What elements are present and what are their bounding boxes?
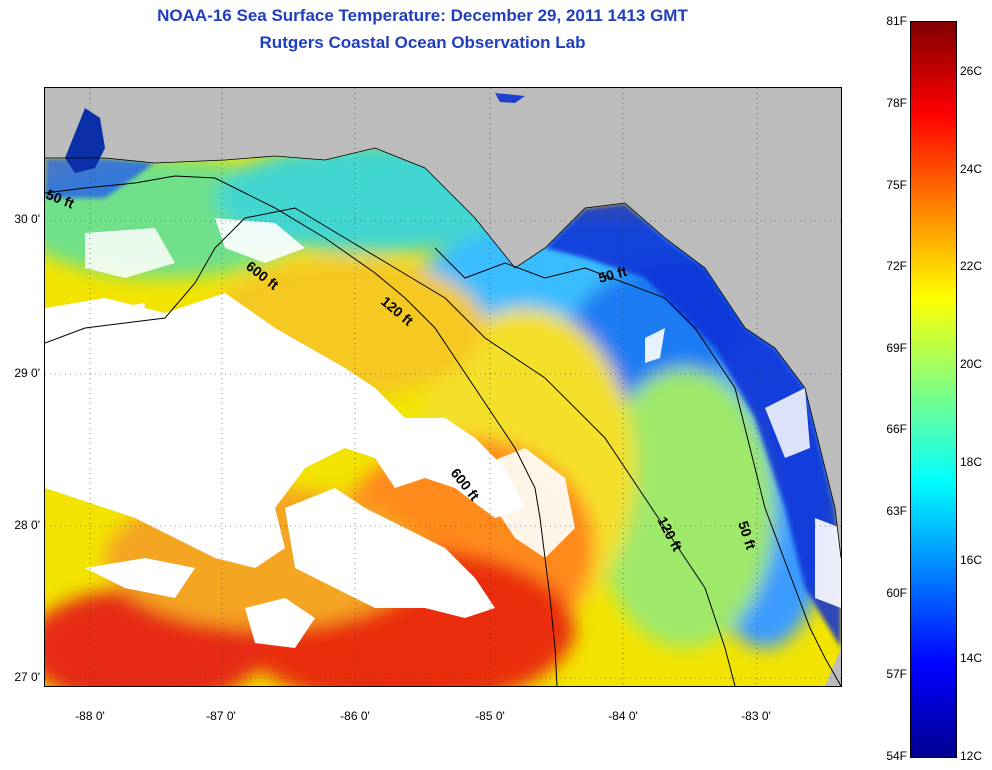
colorbar-f-label: 54F — [886, 749, 907, 763]
colorbar-c-label: 24C — [960, 162, 983, 176]
latitude-label: 28 0' — [14, 518, 40, 532]
longitude-label: -85 0' — [475, 709, 505, 723]
latitude-label: 30 0' — [14, 212, 40, 226]
sst-map-image: 50 ft 600 ft 120 ft 50 ft 600 ft 120 ft … — [45, 88, 841, 686]
colorbar-f-label: 81F — [886, 14, 907, 28]
contour-label: 50 ft — [597, 263, 629, 286]
colorbar-c-label: 20C — [960, 357, 983, 371]
colorbar-f-label: 75F — [886, 178, 907, 192]
colorbar-c-label: 16C — [960, 553, 983, 567]
longitude-label: -83 0' — [741, 709, 771, 723]
map-title: NOAA-16 Sea Surface Temperature: Decembe… — [157, 6, 688, 25]
map-subtitle: Rutgers Coastal Ocean Observation Lab — [259, 33, 586, 52]
colorbar-c-label: 22C — [960, 259, 983, 273]
colorbar-c-label: 12C — [960, 749, 983, 763]
colorbar-f-label: 69F — [886, 341, 907, 355]
colorbar-f-label: 63F — [886, 504, 907, 518]
cloud-cover — [45, 218, 841, 648]
colorbar-f-label: 60F — [886, 586, 907, 600]
longitude-label: -87 0' — [206, 709, 236, 723]
depth-contours — [45, 175, 841, 686]
latitude-label: 29 0' — [14, 366, 40, 380]
colorbar-c-label: 26C — [960, 64, 983, 78]
sst-map: 50 ft 600 ft 120 ft 50 ft 600 ft 120 ft … — [44, 87, 842, 687]
colorbar-f-label: 66F — [886, 422, 907, 436]
longitude-label: -86 0' — [340, 709, 370, 723]
colorbar-f-label: 78F — [886, 96, 907, 110]
temperature-colorbar — [910, 21, 957, 758]
longitude-label: -84 0' — [608, 709, 638, 723]
colorbar-c-label: 18C — [960, 455, 983, 469]
latitude-label: 27 0' — [14, 670, 40, 684]
colorbar-c-label: 14C — [960, 651, 983, 665]
longitude-label: -88 0' — [75, 709, 105, 723]
land-mass — [45, 88, 841, 686]
colorbar-f-label: 72F — [886, 259, 907, 273]
colorbar-f-label: 57F — [886, 667, 907, 681]
